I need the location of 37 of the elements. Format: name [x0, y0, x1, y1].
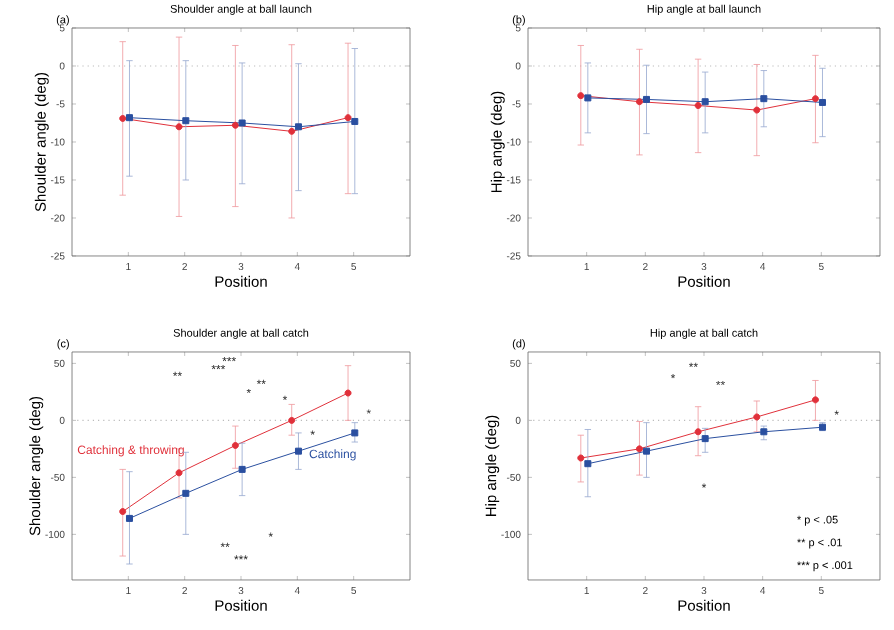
point	[701, 435, 709, 443]
point	[584, 460, 592, 468]
point	[753, 106, 761, 114]
point	[577, 454, 585, 462]
point	[643, 447, 650, 455]
point	[344, 114, 352, 122]
point	[577, 92, 585, 100]
point	[811, 95, 819, 103]
point	[175, 123, 183, 131]
point	[344, 389, 352, 397]
point	[643, 95, 650, 103]
point	[760, 95, 768, 103]
point	[811, 396, 819, 404]
point	[175, 469, 183, 477]
point	[231, 121, 239, 129]
point	[231, 441, 239, 449]
point	[125, 114, 133, 122]
point	[238, 119, 246, 127]
point	[584, 94, 592, 102]
point	[294, 447, 302, 455]
point	[119, 508, 127, 516]
point	[288, 416, 296, 424]
point	[351, 429, 359, 437]
point	[125, 514, 133, 522]
point	[635, 98, 643, 106]
point	[694, 102, 702, 110]
point	[182, 117, 190, 125]
point	[635, 445, 643, 453]
point	[818, 98, 826, 106]
point	[182, 489, 190, 497]
point	[753, 413, 761, 421]
point	[701, 98, 709, 106]
point	[288, 127, 296, 135]
point	[351, 117, 359, 125]
point	[238, 465, 246, 473]
point	[294, 123, 302, 131]
point	[119, 114, 127, 122]
